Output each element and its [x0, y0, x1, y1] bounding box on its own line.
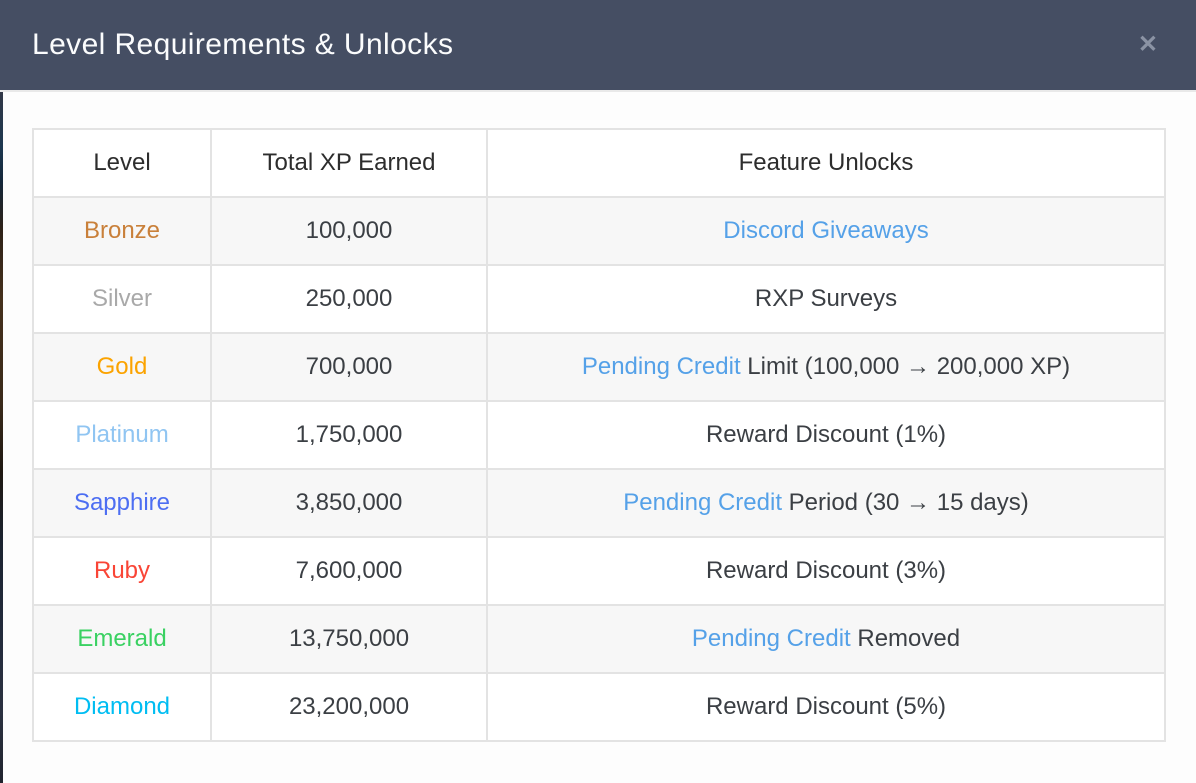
level-name: Diamond [32, 672, 212, 742]
feature-unlock: Reward Discount (5%) [486, 672, 1166, 742]
close-button[interactable]: ✕ [1134, 29, 1162, 61]
xp-value: 250,000 [210, 264, 488, 334]
level-name: Emerald [32, 604, 212, 674]
level-requirements-table: Level Total XP Earned Feature Unlocks Br… [32, 128, 1166, 742]
modal-body: Level Total XP Earned Feature Unlocks Br… [0, 92, 1196, 765]
feature-text: Reward Discount (1%) [705, 421, 947, 448]
xp-value: 13,750,000 [210, 604, 488, 674]
table-row: Platinum 1,750,000 Reward Discount (1%) [32, 400, 1166, 470]
column-header-total-xp: Total XP Earned [210, 128, 488, 198]
feature-unlock: Pending Credit Limit (100,000 → 200,000 … [486, 332, 1166, 402]
level-name: Bronze [32, 196, 212, 266]
feature-unlock: Pending Credit Period (30 → 15 days) [486, 468, 1166, 538]
feature-link[interactable]: Pending Credit [691, 625, 851, 652]
page-behind-modal-edge [0, 92, 3, 783]
level-name: Sapphire [32, 468, 212, 538]
feature-text: Reward Discount (3%) [705, 557, 947, 584]
feature-unlock: Pending Credit Removed [486, 604, 1166, 674]
xp-value: 1,750,000 [210, 400, 488, 470]
table-row: Diamond 23,200,000 Reward Discount (5%) [32, 672, 1166, 742]
level-name: Silver [32, 264, 212, 334]
feature-text: Limit (100,000 → 200,000 XP) [740, 353, 1071, 380]
table-row: Ruby 7,600,000 Reward Discount (3%) [32, 536, 1166, 606]
feature-link[interactable]: Discord Giveaways [723, 217, 929, 244]
feature-text: RXP Surveys [754, 285, 898, 312]
feature-unlock: Discord Giveaways [486, 196, 1166, 266]
xp-value: 7,600,000 [210, 536, 488, 606]
table-body: Bronze 100,000 Discord Giveaways Silver 250,… [32, 196, 1166, 742]
feature-text: Removed [850, 625, 961, 652]
modal-title: Level Requirements & Unlocks [32, 28, 454, 61]
feature-unlock: Reward Discount (1%) [486, 400, 1166, 470]
xp-value: 100,000 [210, 196, 488, 266]
level-name: Gold [32, 332, 212, 402]
xp-value: 23,200,000 [210, 672, 488, 742]
feature-link[interactable]: Pending Credit [581, 353, 741, 380]
table-row: Gold 700,000 Pending Credit Limit (100,000… [32, 332, 1166, 402]
feature-unlock: Reward Discount (3%) [486, 536, 1166, 606]
xp-value: 700,000 [210, 332, 488, 402]
table-row: Silver 250,000 RXP Surveys [32, 264, 1166, 334]
feature-unlock: RXP Surveys [486, 264, 1166, 334]
table-header-row: Level Total XP Earned Feature Unlocks [32, 128, 1166, 198]
feature-link[interactable]: Pending Credit [623, 489, 782, 516]
table-row: Emerald 13,750,000 Pending Credit Removed [32, 604, 1166, 674]
xp-value: 3,850,000 [210, 468, 488, 538]
column-header-feature-unlocks: Feature Unlocks [486, 128, 1166, 198]
level-name: Ruby [32, 536, 212, 606]
feature-text: Period (30 → 15 days) [781, 489, 1029, 516]
column-header-level: Level [32, 128, 212, 198]
feature-text: Reward Discount (5%) [705, 693, 947, 720]
table-row: Bronze 100,000 Discord Giveaways [32, 196, 1166, 266]
close-icon: ✕ [1137, 31, 1158, 58]
modal-header: Level Requirements & Unlocks ✕ [0, 0, 1196, 92]
table-row: Sapphire 3,850,000 Pending Credit Period (… [32, 468, 1166, 538]
level-name: Platinum [32, 400, 212, 470]
